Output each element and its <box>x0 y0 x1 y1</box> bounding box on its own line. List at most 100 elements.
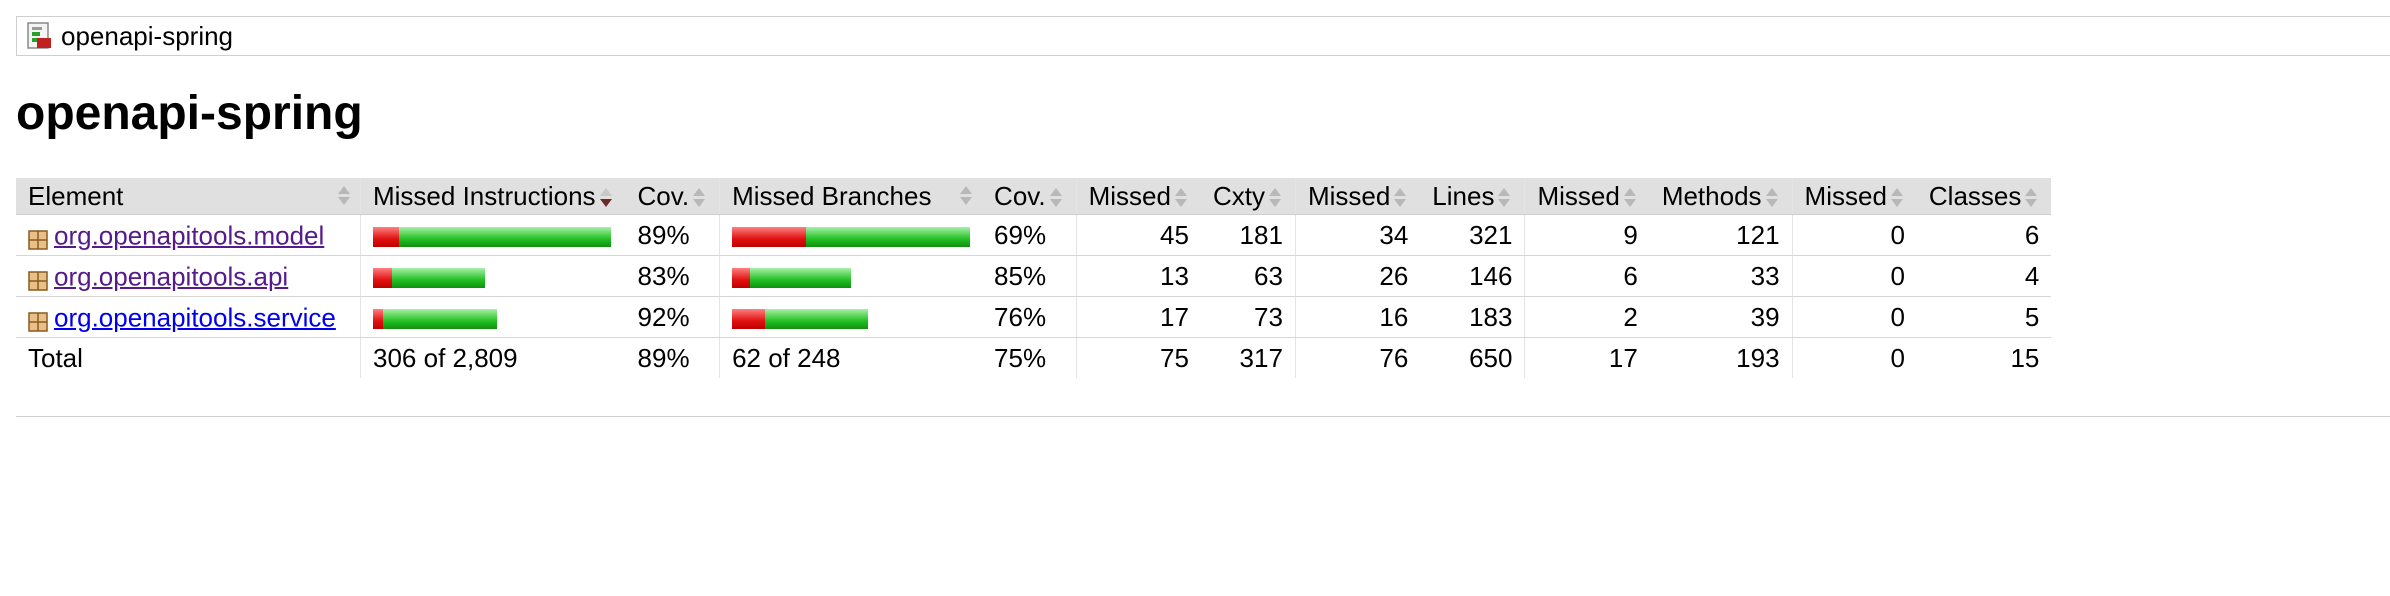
sort-icon <box>336 185 352 207</box>
header-missed-lines[interactable]: Missed <box>1294 178 1421 215</box>
header-missed-cxty[interactable]: Missed <box>1075 178 1201 215</box>
covered-bar <box>392 267 485 288</box>
total-missed-lines: 76 <box>1294 337 1421 378</box>
methods: 39 <box>1649 296 1793 338</box>
cxty: 63 <box>1200 255 1296 297</box>
covered-bar <box>382 308 497 329</box>
classes: 5 <box>1916 296 2052 338</box>
package-icon <box>28 226 48 250</box>
instructions-cov: 92% <box>625 296 720 338</box>
instructions-cov: 89% <box>625 214 720 256</box>
instructions-bar-cell <box>359 296 626 338</box>
lines: 183 <box>1420 296 1525 338</box>
element-cell: org.openapitools.model <box>16 214 361 256</box>
methods: 33 <box>1649 255 1793 297</box>
missed-lines: 34 <box>1294 214 1421 256</box>
package-link-api[interactable]: org.openapitools.api <box>54 261 289 292</box>
instructions-cov: 83% <box>625 255 720 297</box>
instructions-bar-cell <box>359 255 626 297</box>
missed-bar <box>732 267 750 288</box>
covered-bar <box>805 226 971 247</box>
header-cxty[interactable]: Cxty <box>1200 178 1296 215</box>
total-label: Total <box>28 342 83 373</box>
table-row: org.openapitools.service 92% 76% 17 73 1… <box>16 296 2052 338</box>
missed-methods: 2 <box>1524 296 1650 338</box>
table-header-row: Element Missed Instructions Cov. Missed … <box>16 178 2052 215</box>
missed-methods: 9 <box>1524 214 1650 256</box>
lines: 321 <box>1420 214 1525 256</box>
branches-bar <box>732 267 851 288</box>
branches-cov: 76% <box>982 296 1077 338</box>
total-missed-methods: 17 <box>1524 337 1650 378</box>
instructions-bar <box>373 308 497 329</box>
missed-methods: 6 <box>1524 255 1650 297</box>
sort-icon <box>1392 187 1408 209</box>
header-cov-instructions[interactable]: Cov. <box>625 178 720 215</box>
package-link-service[interactable]: org.openapitools.service <box>54 302 336 333</box>
element-cell: org.openapitools.service <box>16 296 361 338</box>
sort-icon <box>1267 187 1283 209</box>
report-icon <box>27 22 53 50</box>
sort-icon <box>958 185 974 207</box>
total-missed-cxty: 75 <box>1075 337 1201 378</box>
branches-bar-cell <box>719 214 983 256</box>
methods: 121 <box>1649 214 1793 256</box>
sort-icon <box>1496 187 1512 209</box>
package-icon <box>28 308 48 332</box>
branches-cov: 85% <box>982 255 1077 297</box>
missed-bar <box>373 267 392 288</box>
branches-bar <box>732 226 971 247</box>
header-missed-methods[interactable]: Missed <box>1524 178 1650 215</box>
header-missed-branches[interactable]: Missed Branches <box>719 178 983 215</box>
instructions-bar <box>373 226 611 247</box>
total-branches: 62 of 248 <box>719 337 983 378</box>
missed-lines: 16 <box>1294 296 1421 338</box>
sort-icon <box>2023 187 2039 209</box>
total-instructions-cov: 89% <box>637 342 690 373</box>
covered-bar <box>399 226 611 247</box>
sort-icon <box>1048 187 1064 209</box>
table-row: org.openapitools.model 89% 69% 45 181 34… <box>16 214 2052 256</box>
branches-bar-cell <box>719 255 983 297</box>
package-icon <box>28 267 48 291</box>
branches-bar <box>732 308 868 329</box>
breadcrumb: openapi-spring <box>16 16 2390 56</box>
missed-bar <box>732 308 765 329</box>
branches-cov: 69% <box>982 214 1077 256</box>
element-cell: org.openapitools.api <box>16 255 361 297</box>
header-missed-classes[interactable]: Missed <box>1791 178 1917 215</box>
missed-bar <box>732 226 806 247</box>
coverage-table: Element Missed Instructions Cov. Missed … <box>16 178 2052 378</box>
total-branches-cov: 75% <box>994 342 1047 373</box>
table-row: org.openapitools.api 83% 85% 13 63 26 14… <box>16 255 2052 297</box>
header-element[interactable]: Element <box>16 178 361 215</box>
total-methods: 193 <box>1736 342 1780 373</box>
sort-icon <box>1622 187 1638 209</box>
missed-classes: 0 <box>1791 255 1917 297</box>
missed-bar <box>373 308 383 329</box>
missed-cxty: 17 <box>1075 296 1201 338</box>
missed-cxty: 45 <box>1075 214 1201 256</box>
covered-bar <box>764 308 868 329</box>
header-methods[interactable]: Methods <box>1649 178 1793 215</box>
header-cov-branches[interactable]: Cov. <box>982 178 1077 215</box>
total-lines: 650 <box>1469 342 1513 373</box>
package-link-model[interactable]: org.openapitools.model <box>54 220 325 251</box>
page-title: openapi-spring <box>16 87 363 140</box>
missed-lines: 26 <box>1294 255 1421 297</box>
missed-classes: 0 <box>1791 296 1917 338</box>
missed-bar <box>373 226 400 247</box>
missed-classes: 0 <box>1791 214 1917 256</box>
branches-bar-cell <box>719 296 983 338</box>
cxty: 181 <box>1200 214 1296 256</box>
sort-icon <box>691 187 707 209</box>
header-lines[interactable]: Lines <box>1420 178 1525 215</box>
total-missed-classes: 0 <box>1791 337 1917 378</box>
missed-cxty: 13 <box>1075 255 1201 297</box>
sort-icon <box>1173 187 1189 209</box>
sort-icon <box>1764 187 1780 209</box>
classes: 6 <box>1916 214 2052 256</box>
header-missed-instructions[interactable]: Missed Instructions <box>359 178 626 215</box>
header-classes[interactable]: Classes <box>1916 178 2052 215</box>
total-instructions: 306 of 2,809 <box>359 337 626 378</box>
